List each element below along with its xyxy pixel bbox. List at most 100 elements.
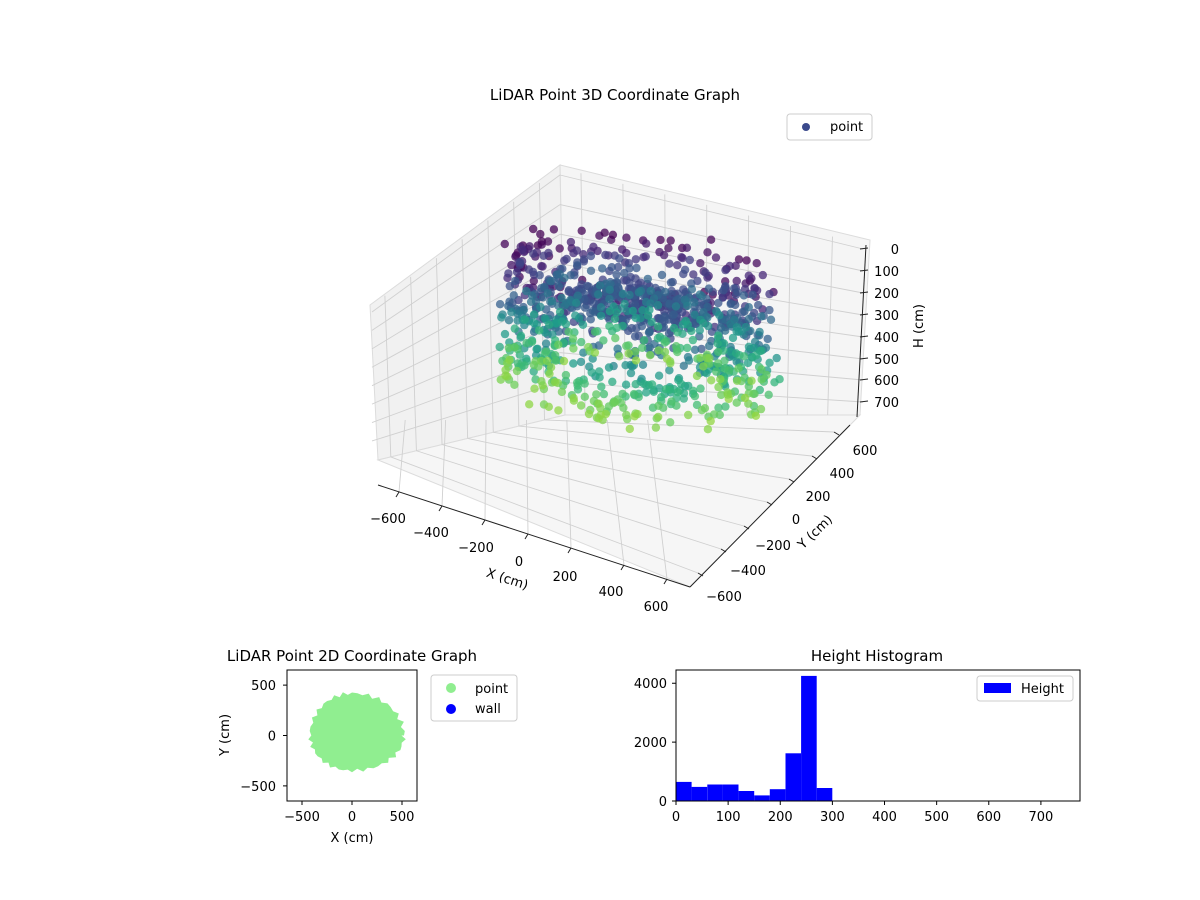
y-grid-floor [467,437,768,503]
point-3d [545,320,554,329]
point-3d [501,365,510,375]
point-3d [500,239,509,249]
point-3d [666,278,676,287]
point-3d [647,380,657,389]
z-tick-label-3d: 500 [874,353,899,368]
point-3d [594,290,603,299]
point-3d [755,327,764,337]
point-3d [631,380,640,389]
point-3d [564,327,573,336]
point-3d [692,400,702,410]
point-3d [601,409,610,419]
point-3d [615,352,624,361]
point-3d [520,315,530,324]
y-tick-label-3d: 0 [792,513,800,528]
point-3d [554,340,563,349]
point-3d [734,255,744,264]
z-grid-back [559,174,864,250]
x-tick-label-hist: 0 [672,810,680,825]
point-3d [586,315,595,324]
point-3d [721,282,730,291]
x-tick-label-2d: −500 [284,810,320,825]
histogram-bars [676,675,833,801]
point-3d [510,380,519,389]
grid-left-vertical [461,239,469,439]
point-3d [507,308,516,317]
point-3d [700,404,710,413]
point-3d [572,246,582,255]
z-tick-label-3d: 0 [891,243,899,258]
point-3d [688,335,698,345]
point-3d [546,277,555,286]
point-3d [497,313,506,322]
point-3d [608,230,618,239]
point-3d [529,224,538,234]
point-3d [580,379,589,388]
point-3d [692,371,702,381]
y-axis-label-3d: Y (cm) [795,512,836,553]
point-3d [509,291,518,300]
point-3d [665,259,674,268]
point-3d [765,305,774,315]
point-3d [654,346,663,355]
point-3d [516,258,525,267]
point-3d [639,379,648,388]
point-3d [551,377,560,387]
point-3d [659,250,669,260]
point-3d [757,365,766,374]
point-3d [530,384,539,393]
point-3d [672,342,681,351]
point-3d [728,333,738,343]
point-3d [704,284,714,293]
y-tick-label-2d: 0 [268,730,276,745]
point-3d [642,388,651,397]
y-tick-3d [697,572,704,577]
plot-3d-title: LiDAR Point 3D Coordinate Graph [490,86,740,104]
point-3d [579,255,589,264]
ticks-3d: −600−400−2000200400600−600−400−200020040… [370,243,899,615]
point-3d [665,366,674,375]
point-3d [714,347,723,357]
point-3d [683,301,692,311]
point-3d [643,274,652,284]
point-3d [507,260,516,270]
point-3d [572,298,581,307]
legend-2d-point-marker [446,683,456,693]
point-3d [714,403,723,412]
point-3d [682,243,692,252]
point-3d [510,324,519,333]
point-3d [731,261,740,270]
point-3d [667,397,676,406]
x-tick-3d [663,578,668,585]
x-tick-label-3d: 400 [599,585,624,600]
grid-left-vertical [410,276,417,451]
legend-3d: point [786,113,873,141]
point-3d [689,386,698,395]
point-3d [701,268,710,277]
z-tick-3d [859,335,869,338]
point-3d [715,311,724,320]
point-3d [660,347,670,357]
point-3d [685,255,694,265]
point-3d [596,303,606,312]
point-3d [642,239,651,248]
point-3d [540,314,549,323]
z-tick-label-3d: 300 [874,309,899,324]
point-3d [752,259,761,268]
point-3d [744,303,753,312]
point-3d [605,322,614,331]
point-3d [632,263,641,273]
point-3d [610,398,619,407]
point-3d [689,270,698,279]
y-grid-floor [441,444,745,527]
point-3d [615,254,624,263]
point-3d [639,336,649,345]
y-tick-3d [766,501,773,506]
point-3d [584,409,594,419]
x-tick-label-2d: 0 [348,810,356,825]
point-3d [634,288,644,297]
legend-histogram-label: Height [1021,682,1064,697]
point-3d [654,371,664,380]
point-3d [535,271,544,280]
